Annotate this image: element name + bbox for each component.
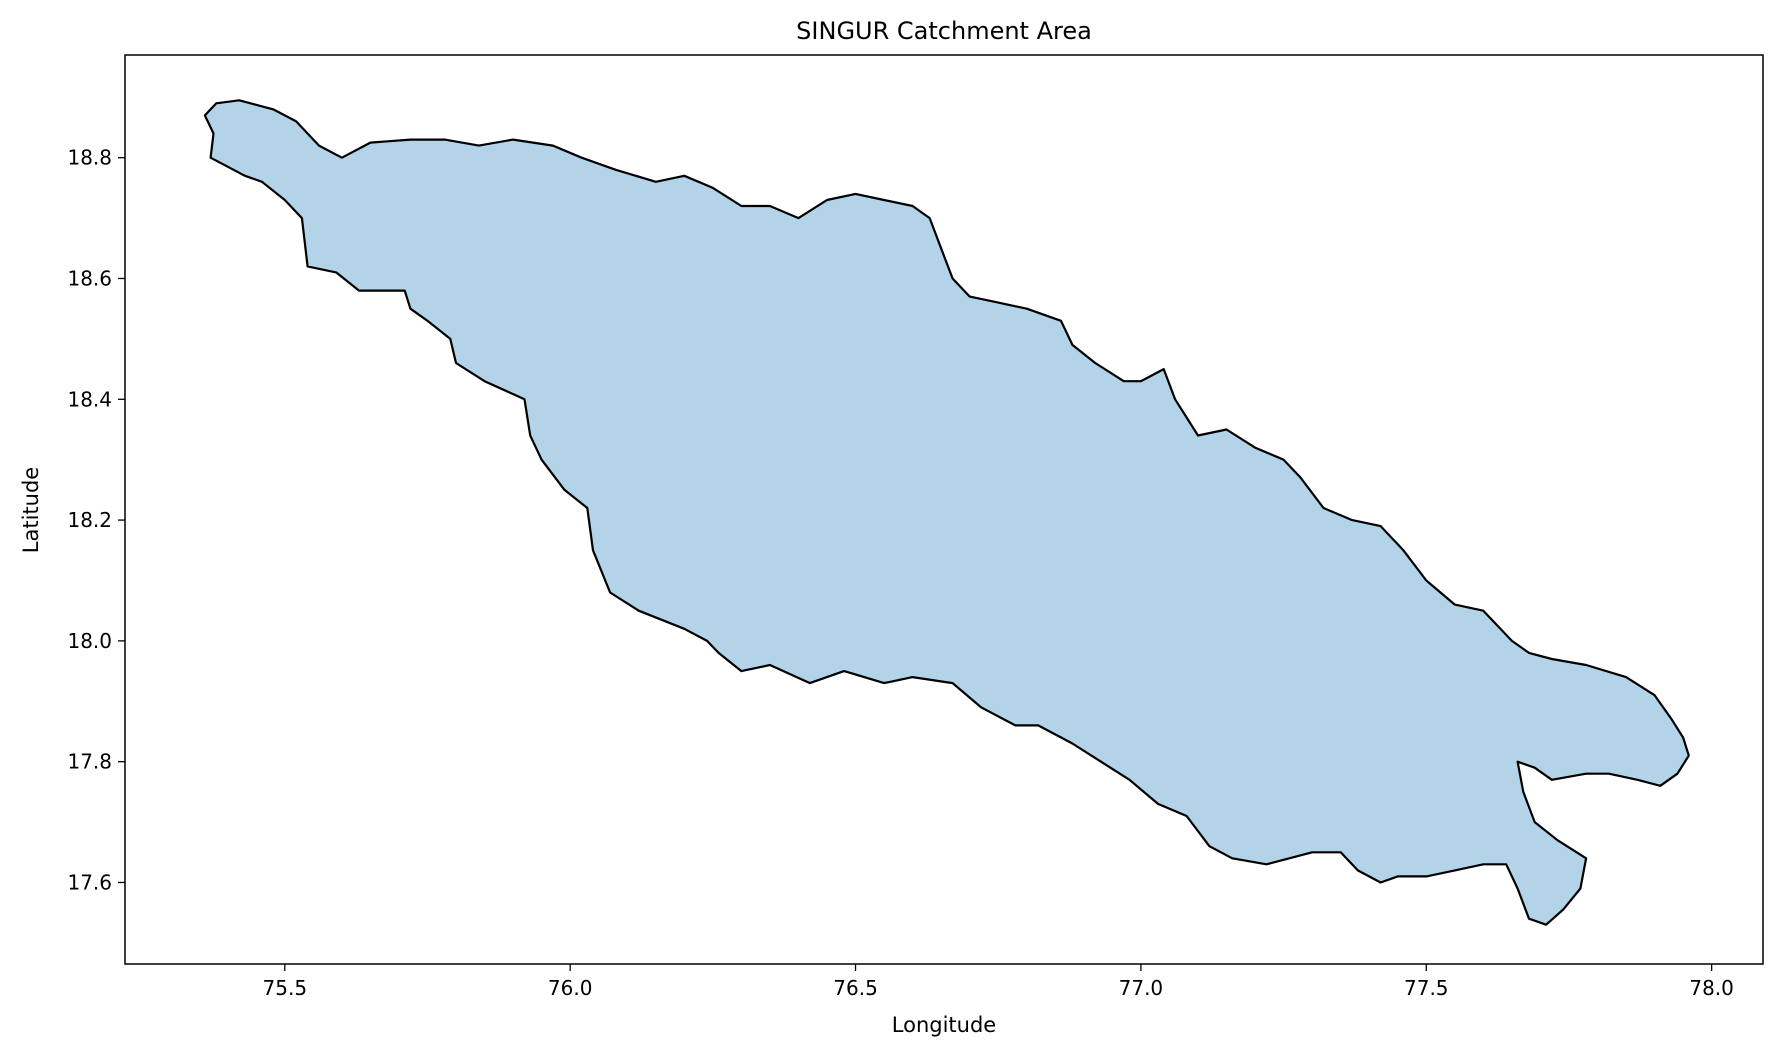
chart-title: SINGUR Catchment Area [796,17,1092,45]
x-tick-label: 77.5 [1404,976,1449,1000]
y-tick-label: 18.6 [67,266,112,290]
x-axis-label: Longitude [892,1013,996,1037]
y-tick-label: 18.2 [67,508,112,532]
y-tick-label: 18.4 [67,387,112,411]
plot-area [124,54,1764,965]
y-axis-ticks: 17.6 17.8 18.0 18.2 18.4 18.6 18.8 [67,146,125,894]
x-tick-label: 76.0 [548,976,593,1000]
x-tick-label: 77.0 [1119,976,1164,1000]
x-tick-label: 75.5 [263,976,308,1000]
x-axis-ticks: 75.5 76.0 76.5 77.0 77.5 78.0 [263,964,1734,1000]
y-axis-label: Latitude [19,467,43,553]
catchment-polygon [203,99,1690,926]
axes-frame [124,54,1764,965]
x-tick-label: 78.0 [1689,976,1734,1000]
y-tick-label: 18.8 [67,146,112,170]
y-tick-label: 17.6 [67,870,112,894]
x-tick-label: 76.5 [833,976,878,1000]
y-tick-label: 17.8 [67,750,112,774]
y-tick-label: 18.0 [67,629,112,653]
